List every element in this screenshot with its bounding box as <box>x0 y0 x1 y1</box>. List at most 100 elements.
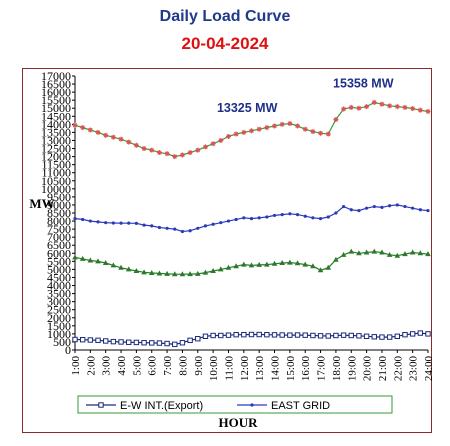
data-point <box>203 224 208 228</box>
data-point <box>225 332 232 338</box>
data-point <box>179 152 185 158</box>
data-point <box>294 332 301 338</box>
y-tick-label: 2500 <box>47 303 71 317</box>
data-point <box>187 150 193 156</box>
data-point <box>356 333 362 339</box>
data-point <box>218 332 224 339</box>
data-point <box>302 126 308 132</box>
data-point <box>110 338 117 345</box>
data-point <box>371 248 378 254</box>
data-point <box>88 219 92 223</box>
data-point <box>79 255 86 261</box>
data-point <box>141 340 147 346</box>
y-tick-label: 4000 <box>47 279 71 293</box>
series-2 <box>72 248 431 277</box>
series-3 <box>72 330 431 348</box>
data-point <box>233 331 239 338</box>
data-point <box>256 331 262 338</box>
series-1 <box>73 203 430 234</box>
data-point <box>249 217 254 221</box>
data-point <box>403 204 407 209</box>
data-point <box>98 402 104 408</box>
data-point <box>371 334 377 340</box>
x-tick-label: 5:00 <box>131 356 143 376</box>
data-point <box>348 332 354 339</box>
data-point <box>379 334 385 340</box>
data-point <box>379 101 385 107</box>
data-point <box>388 204 392 208</box>
x-tick-label: 2:00 <box>85 356 97 376</box>
data-point <box>333 332 339 339</box>
data-point <box>248 331 255 338</box>
data-point <box>164 151 170 157</box>
data-point <box>125 266 132 272</box>
data-point <box>394 104 400 110</box>
data-point <box>295 123 301 129</box>
data-point <box>409 249 416 255</box>
data-point <box>196 226 200 230</box>
legend-label: EAST GRID <box>271 400 330 412</box>
data-point <box>187 337 193 344</box>
y-tick-label: 12500 <box>41 142 71 156</box>
data-point <box>341 204 346 209</box>
data-point <box>357 208 361 213</box>
data-point <box>126 339 132 345</box>
data-point <box>234 217 238 222</box>
data-point <box>372 204 376 209</box>
data-point <box>340 332 347 338</box>
data-point <box>272 213 277 218</box>
data-point <box>219 221 223 225</box>
data-point <box>81 217 85 222</box>
x-tick-label: 24:00 <box>423 356 435 382</box>
data-point <box>303 214 307 218</box>
data-point <box>287 121 293 127</box>
data-point <box>141 146 147 152</box>
x-tick-label: 19:00 <box>346 356 358 382</box>
y-tick-label: 7000 <box>47 230 71 244</box>
data-point <box>310 332 316 339</box>
data-point <box>317 267 324 273</box>
data-point <box>380 205 384 209</box>
data-point <box>210 141 216 147</box>
data-point <box>425 108 431 114</box>
data-point <box>264 125 270 131</box>
data-point <box>73 217 77 221</box>
data-point <box>379 249 385 255</box>
data-point <box>225 264 232 270</box>
data-point <box>225 133 231 139</box>
data-point <box>302 332 308 338</box>
data-point <box>264 331 270 338</box>
data-point <box>387 103 393 109</box>
data-point <box>149 147 155 153</box>
x-tick-label: 15:00 <box>285 356 297 382</box>
data-point <box>157 225 162 230</box>
data-point <box>211 222 215 226</box>
data-point <box>102 259 109 265</box>
data-point <box>417 250 424 256</box>
data-point <box>349 208 353 212</box>
data-point <box>295 213 300 217</box>
y-tick-label: 1500 <box>47 319 71 333</box>
y-tick-label: 9500 <box>47 190 71 204</box>
data-point <box>87 257 94 263</box>
y-tick-label: 10500 <box>41 174 71 188</box>
data-point <box>248 262 255 268</box>
data-point <box>365 206 369 210</box>
data-point <box>102 338 109 344</box>
data-point <box>340 251 347 257</box>
data-point <box>264 261 270 267</box>
data-point <box>356 105 362 111</box>
data-point <box>142 223 146 227</box>
data-point <box>241 331 247 338</box>
y-tick-label: 13500 <box>41 125 71 139</box>
peak-annotation: 13325 MW <box>217 101 278 115</box>
data-point <box>334 211 338 215</box>
data-point <box>79 336 86 343</box>
data-point <box>202 144 208 150</box>
data-point <box>179 340 186 346</box>
data-point <box>425 331 431 337</box>
y-tick-label: 17000 <box>41 69 71 83</box>
x-tick-label: 7:00 <box>162 356 174 376</box>
data-point <box>250 403 254 407</box>
y-tick-label: 9000 <box>47 198 71 212</box>
